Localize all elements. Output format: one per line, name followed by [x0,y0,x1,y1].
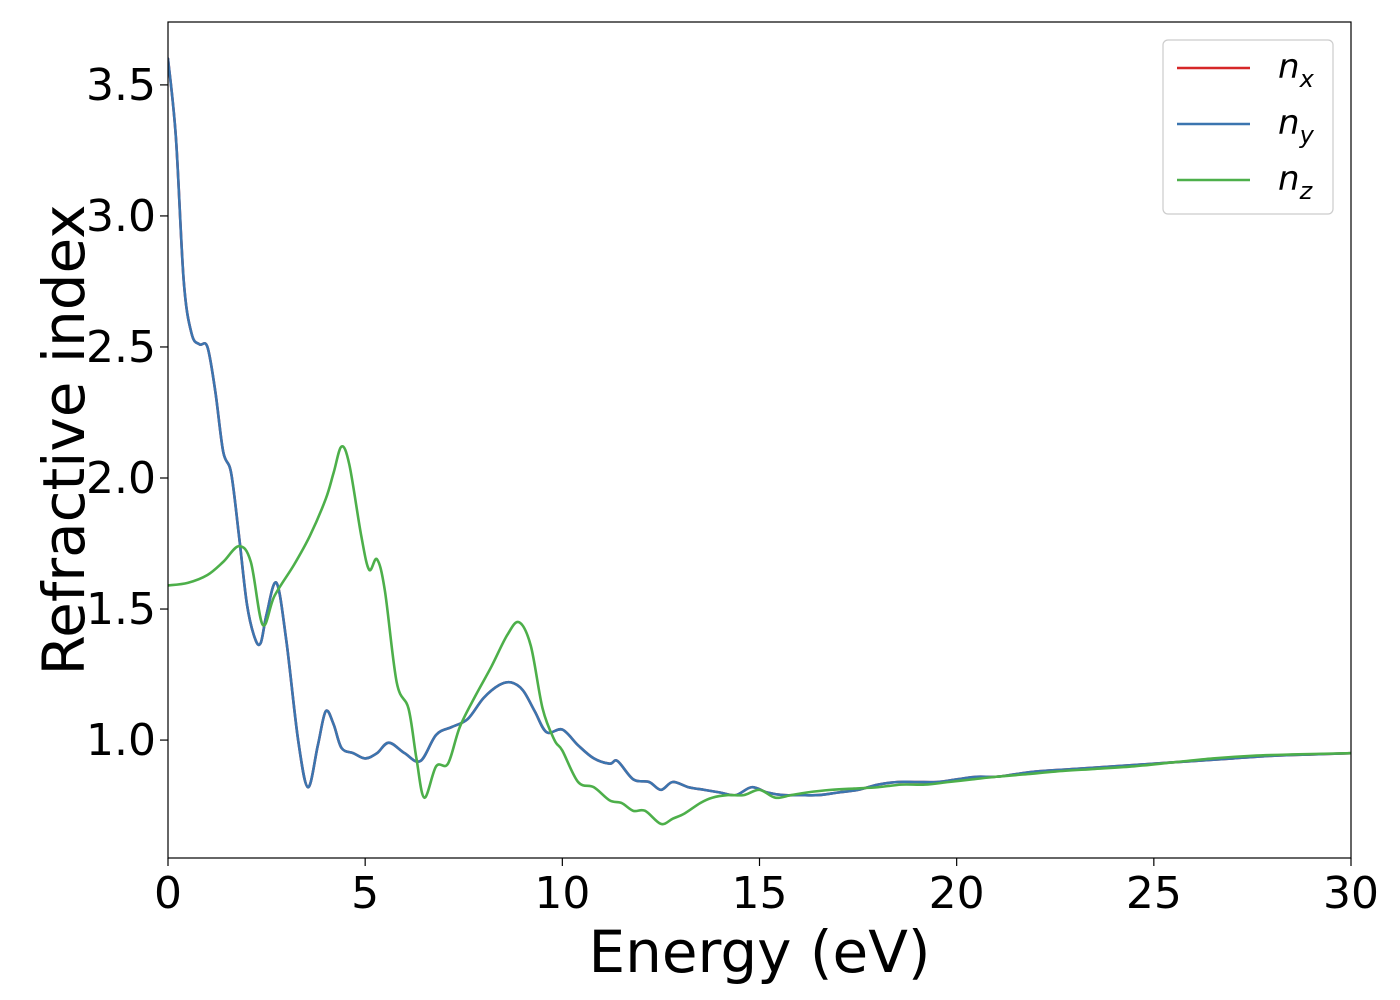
x-tick-label: 25 [1126,868,1182,919]
y-tick-label: 3.5 [86,60,156,111]
x-axis-ticks: 0 5 10 15 20 25 30 [154,858,1379,919]
legend-label-z: nz [1278,159,1314,205]
legend-label-y: ny [1278,103,1315,149]
legend-frame [1162,39,1334,215]
y-tick-label: 1.5 [86,584,156,635]
x-tick-label: 15 [732,868,788,919]
legend: nx ny nz [1162,39,1334,215]
series-line-z [168,445,1351,826]
y-axis-label: Refractive index [30,204,98,675]
y-tick-label: 2.0 [86,453,156,504]
y-axis-ticks: 1.0 1.5 2.0 2.5 3.0 3.5 [86,60,168,766]
y-tick-label: 1.0 [86,715,156,766]
x-tick-label: 5 [351,868,379,919]
series-line-y [168,57,1351,797]
x-axis-label: Energy (eV) [588,918,930,986]
y-tick-label: 2.5 [86,322,156,373]
y-tick-label: 3.0 [86,191,156,242]
x-tick-label: 10 [534,868,590,919]
x-tick-label: 20 [929,868,985,919]
x-tick-label: 30 [1323,868,1379,919]
series-lines [168,57,1351,826]
x-tick-label: 0 [154,868,182,919]
legend-label-x: nx [1278,47,1315,93]
